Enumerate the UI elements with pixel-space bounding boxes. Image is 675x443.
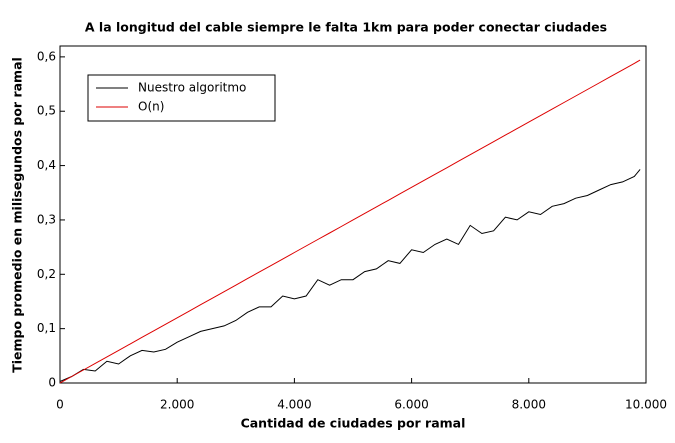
series-line: [59, 59, 641, 384]
legend-label: Nuestro algoritmo: [138, 81, 246, 95]
x-tick-label: 6.000: [394, 398, 428, 412]
x-tick-label: 0: [56, 398, 64, 412]
x-tick-label: 2.000: [160, 398, 194, 412]
y-tick-label: 0: [48, 376, 56, 390]
chart-title: A la longitud del cable siempre le falta…: [85, 20, 607, 35]
x-tick-label: 8.000: [512, 398, 546, 412]
y-tick-label: 0,5: [37, 104, 56, 118]
y-tick-label: 0,6: [37, 49, 56, 63]
y-tick-label: 0,4: [37, 158, 56, 172]
y-axis-label: Tiempo promedio en milisegundos por rama…: [10, 57, 25, 373]
y-tick-label: 0,1: [37, 321, 56, 335]
x-tick-label: 10.000: [625, 398, 667, 412]
series-line: [59, 169, 641, 382]
x-axis-label: Cantidad de ciudades por ramal: [241, 416, 466, 431]
legend-box: [87, 74, 276, 122]
plot-frame: [59, 45, 647, 384]
legend-label: O(n): [138, 100, 164, 114]
x-tick-label: 4.000: [277, 398, 311, 412]
y-tick-label: 0,3: [37, 212, 56, 226]
y-tick-label: 0,2: [37, 267, 56, 281]
